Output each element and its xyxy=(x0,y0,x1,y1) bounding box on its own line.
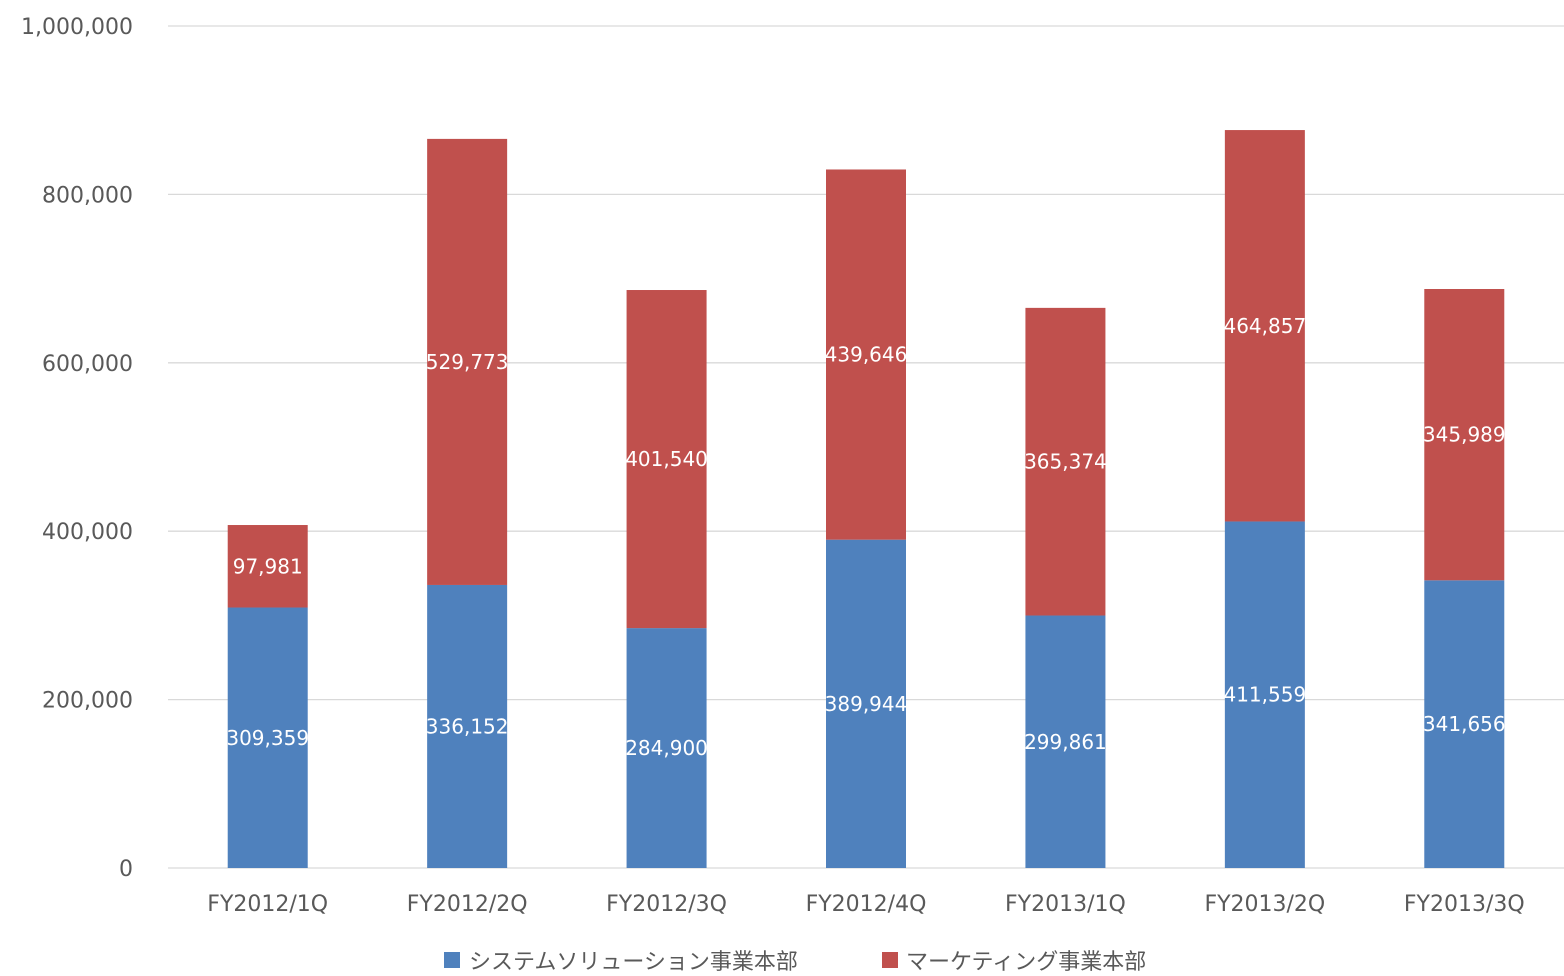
bar-segment xyxy=(1424,289,1505,581)
bar-segment xyxy=(626,290,707,629)
data-label: 309,359 xyxy=(226,726,309,750)
bar-segment xyxy=(227,525,308,608)
y-tick-label: 1,000,000 xyxy=(21,15,133,40)
legend-swatch xyxy=(444,952,460,968)
bars xyxy=(227,130,1505,868)
x-tick-label: FY2012/1Q xyxy=(207,892,328,917)
y-tick-label: 600,000 xyxy=(42,352,133,377)
data-label: 299,861 xyxy=(1024,730,1107,754)
y-tick-label: 0 xyxy=(119,857,133,882)
x-tick-label: FY2012/2Q xyxy=(407,892,528,917)
data-label: 284,900 xyxy=(625,736,708,760)
data-label: 345,989 xyxy=(1423,423,1506,447)
bar-segment xyxy=(1025,307,1106,616)
bar-segment xyxy=(1224,130,1305,522)
legend-label: マーケティング事業本部 xyxy=(906,950,1146,975)
data-label: 97,981 xyxy=(233,554,303,578)
data-label: 401,540 xyxy=(625,447,708,471)
x-tick-label: FY2013/1Q xyxy=(1005,892,1126,917)
data-label: 341,656 xyxy=(1423,712,1506,736)
y-tick-label: 800,000 xyxy=(42,183,133,208)
x-axis-tick-labels: FY2012/1Q FY2012/2Q FY2012/3Q FY2012/4Q FY20… xyxy=(207,892,1524,917)
legend-label: システムソリューション事業本部 xyxy=(469,950,798,975)
bar-segment xyxy=(1025,615,1106,868)
y-axis-tick-labels: 0 200,000 400,000 600,000 800,000 1,000,000 xyxy=(21,15,133,882)
x-tick-label: FY2013/2Q xyxy=(1204,892,1325,917)
data-label: 365,374 xyxy=(1024,450,1107,474)
data-label: 389,944 xyxy=(825,692,908,716)
data-label: 439,646 xyxy=(825,343,908,367)
legend: システムソリューション事業本部 マーケティング事業本部 xyxy=(444,950,1146,975)
x-tick-label: FY2013/3Q xyxy=(1404,892,1525,917)
data-label: 411,559 xyxy=(1223,683,1306,707)
bar-segment xyxy=(626,628,707,868)
x-tick-label: FY2012/3Q xyxy=(606,892,727,917)
legend-swatch xyxy=(882,952,898,968)
bar-segment xyxy=(1424,580,1505,868)
data-label: 529,773 xyxy=(426,350,509,374)
bar-segment xyxy=(1224,521,1305,868)
bar-segment xyxy=(227,607,308,868)
bar-segment xyxy=(427,138,508,585)
bar-segment xyxy=(427,584,508,868)
y-tick-label: 400,000 xyxy=(42,520,133,545)
y-tick-label: 200,000 xyxy=(42,689,133,714)
data-label: 464,857 xyxy=(1223,314,1306,338)
data-labels: 309,359 97,981 336,152 529,773 284,900 401,54… xyxy=(226,314,1505,760)
bar-segment xyxy=(826,539,906,868)
bar-segment xyxy=(826,169,906,540)
x-tick-label: FY2012/4Q xyxy=(806,892,927,917)
data-label: 336,152 xyxy=(426,714,509,738)
